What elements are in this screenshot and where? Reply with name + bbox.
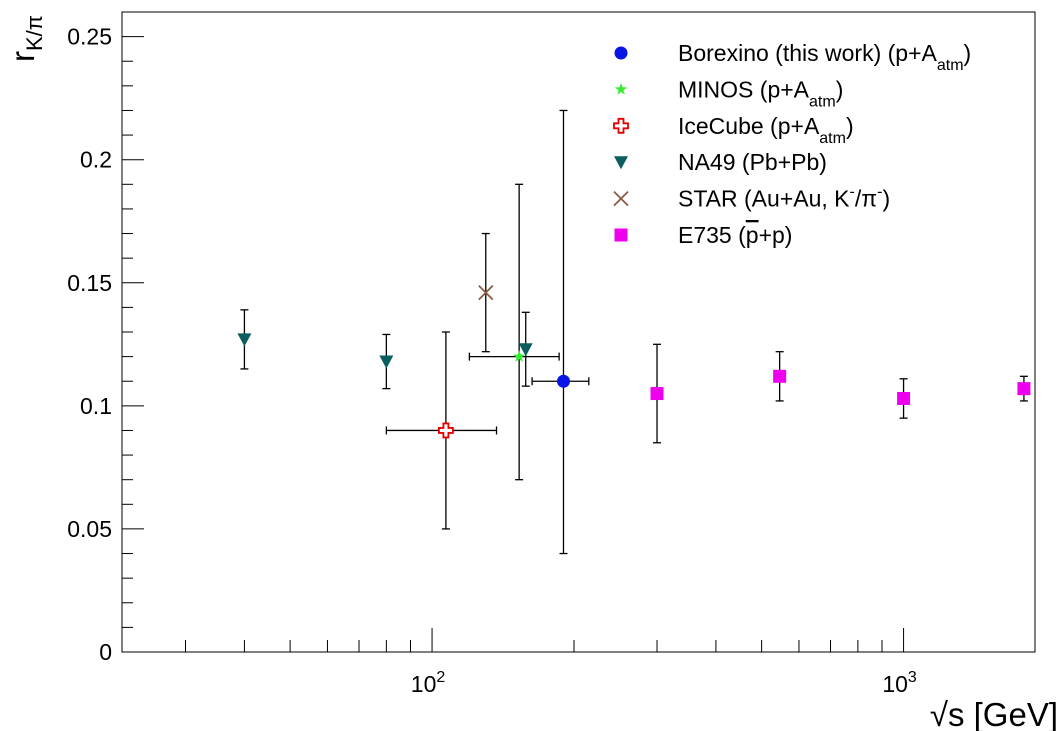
y-tick-label: 0.2 [80,147,112,173]
marker [478,284,494,301]
legend-item-na49: NA49 (Pb+Pb) [614,149,827,175]
data-point [897,378,911,419]
series-star [478,232,494,353]
marker-star [614,82,628,95]
marker-triangle [518,343,533,357]
marker-circle [556,374,570,388]
data-point [379,333,394,390]
data-point [478,232,494,353]
y-tick-label: 0.15 [67,270,112,296]
legend: Borexino (this work) (p+Aatm)MINOS (p+Aa… [613,40,971,248]
data-point [468,183,560,481]
y-axis-title: rK/π [4,15,47,62]
legend-item-star: STAR (Au+Au, K-/π-) [613,184,890,212]
data-point [385,331,498,530]
y-tick-label: 0.25 [67,24,112,50]
marker-triangle [614,156,628,170]
series-e735 [650,343,1031,444]
marker-cross [613,117,629,134]
legend-label: NA49 (Pb+Pb) [678,149,827,175]
plot-frame [121,11,1036,653]
legend-label: MINOS (p+Aatm) [678,76,843,110]
legend-item-icecube: IceCube (p+Aatm) [613,113,854,147]
marker [556,374,570,388]
data-point [773,351,787,402]
x-axis-title: √s [GeV] [930,696,1058,731]
marker-square [773,369,787,383]
series-icecube [385,331,498,530]
series-minos [468,183,560,481]
marker-star [512,350,526,362]
legend-item-minos: MINOS (p+Aatm) [614,76,843,110]
legend-label: Borexino (this work) (p+Aatm) [678,40,971,74]
legend-marker [614,156,628,170]
y-tick-label: 0 [99,639,112,665]
marker-x [478,284,494,301]
marker-square [897,391,911,405]
legend-marker [614,228,628,242]
marker [512,350,526,362]
marker [518,343,533,357]
marker-square [650,387,664,401]
data-point [518,311,533,387]
legend-label: E735 (p+p) [678,222,792,248]
data-point [531,109,590,555]
y-axis: 0 0.05 0.1 0.15 0.2 0.25 [67,24,144,665]
legend-marker [614,46,628,60]
marker-square [1017,382,1031,396]
marker [897,391,911,405]
x-tick-label: 103 [882,669,917,697]
data-point [650,343,664,444]
marker [650,387,664,401]
marker [1017,382,1031,396]
marker [438,422,454,439]
marker-circle [614,46,628,60]
legend-label: STAR (Au+Au, K-/π-) [678,184,890,212]
legend-item-e735: E735 (p+p) [614,222,792,248]
legend-item-borexino: Borexino (this work) (p+Aatm) [614,40,971,74]
marker-x [613,190,629,207]
legend-marker [614,82,628,95]
x-axis: 102 103 [185,628,917,697]
marker [237,333,252,347]
legend-marker [613,190,629,207]
marker-square [614,228,628,242]
y-tick-label: 0.05 [67,516,112,542]
series-borexino [531,109,590,555]
data-point [1017,375,1031,402]
series-na49 [237,309,533,390]
x-tick-label: 102 [411,669,446,697]
marker [379,355,394,369]
legend-marker [613,117,629,134]
marker-cross [438,422,454,439]
marker-triangle [237,333,252,347]
y-tick-label: 0.1 [80,393,112,419]
marker-triangle [379,355,394,369]
marker [773,369,787,383]
data-point [237,309,252,370]
legend-label: IceCube (p+Aatm) [678,113,854,147]
